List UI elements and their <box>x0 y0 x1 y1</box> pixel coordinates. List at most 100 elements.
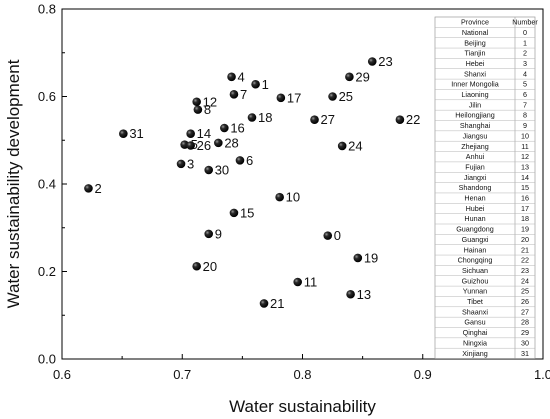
table-cell-number: 13 <box>521 162 529 171</box>
table-cell-province: Tianjin <box>465 49 486 58</box>
data-point-label: 28 <box>224 135 238 150</box>
table-header-number: Number <box>512 18 538 27</box>
data-point-label: 7 <box>240 87 247 102</box>
table-cell-province: Shanxi <box>464 69 486 78</box>
data-point-label: 10 <box>286 190 300 205</box>
data-point <box>119 129 128 138</box>
data-point <box>227 72 236 82</box>
data-point <box>346 289 355 299</box>
data-point <box>229 208 239 218</box>
table-cell-province: Jilin <box>469 100 481 109</box>
data-point-label: 24 <box>348 138 362 153</box>
data-point-label: 18 <box>258 110 272 125</box>
data-point <box>328 92 337 101</box>
table-cell-province: Shaanxi <box>462 307 488 316</box>
data-point-label: 1 <box>262 77 269 92</box>
data-point <box>214 138 223 148</box>
data-point-label: 8 <box>204 102 211 117</box>
data-point-label: 15 <box>240 205 254 220</box>
table-cell-number: 9 <box>523 121 527 130</box>
data-point <box>220 123 229 133</box>
x-tick-label: 1.0 <box>534 367 550 382</box>
table-cell-province: Gansu <box>464 318 485 327</box>
table-cell-number: 7 <box>523 100 527 109</box>
data-point-label: 17 <box>287 90 301 105</box>
y-axis-title: Water sustainability development <box>4 59 23 308</box>
y-tick-label: 0.2 <box>38 264 56 279</box>
table-cell-province: Jiangsu <box>463 131 488 140</box>
table-cell-province: National <box>462 28 489 37</box>
data-point-label: 27 <box>321 112 335 127</box>
data-point <box>176 159 186 169</box>
data-point-label: 23 <box>378 54 392 69</box>
data-point <box>251 79 260 89</box>
data-point <box>186 129 195 138</box>
table-cell-province: Guangdong <box>456 225 494 234</box>
data-point-label: 20 <box>203 259 217 274</box>
table-cell-number: 19 <box>521 225 529 234</box>
x-tick-label: 0.6 <box>53 367 71 382</box>
data-point-label: 22 <box>406 112 420 127</box>
table-cell-province: Guizhou <box>462 276 489 285</box>
table-cell-province: Sichuan <box>462 266 488 275</box>
x-tick-label: 0.8 <box>293 367 311 382</box>
table-cell-province: Yunnan <box>463 287 487 296</box>
table-cell-number: 3 <box>523 59 527 68</box>
data-point <box>204 229 214 239</box>
table-cell-number: 14 <box>521 173 529 182</box>
table-cell-province: Liaoning <box>461 90 488 99</box>
table-header-province: Province <box>461 18 489 27</box>
table-cell-number: 15 <box>521 183 529 192</box>
data-point <box>310 115 319 124</box>
table-frame <box>434 16 536 359</box>
data-point <box>345 72 354 82</box>
data-point-label: 6 <box>246 153 253 168</box>
table-cell-number: 23 <box>521 266 529 275</box>
table-cell-number: 18 <box>521 214 529 223</box>
y-tick-label: 0.4 <box>38 177 56 192</box>
data-point <box>395 115 405 124</box>
table-cell-number: 4 <box>523 69 527 78</box>
y-tick-label: 0.6 <box>38 89 56 104</box>
table-cell-province: Qinghai <box>463 328 488 337</box>
data-point <box>293 277 302 287</box>
table-cell-province: Hubei <box>466 204 485 213</box>
table-cell-number: 5 <box>523 80 527 89</box>
table-cell-number: 24 <box>521 276 529 285</box>
data-point-label: 30 <box>215 163 229 178</box>
data-point <box>229 90 239 99</box>
data-point <box>235 156 245 165</box>
table-cell-province: Ningxia <box>463 338 487 347</box>
table-cell-number: 11 <box>521 142 528 151</box>
data-point <box>186 141 195 150</box>
table-cell-number: 26 <box>521 297 529 306</box>
table-cell-number: 29 <box>521 328 529 337</box>
y-tick-label: 0.0 <box>38 352 56 367</box>
data-point-label: 0 <box>334 228 341 243</box>
data-point-label: 25 <box>339 89 353 104</box>
x-axis-title: Water sustainability <box>229 397 376 416</box>
table-cell-number: 31 <box>521 349 529 358</box>
data-point-label: 2 <box>94 181 101 196</box>
table-cell-number: 6 <box>523 90 527 99</box>
table-cell-number: 12 <box>521 152 529 161</box>
table-cell-number: 1 <box>523 38 527 47</box>
table-cell-province: Henan <box>464 194 485 203</box>
data-point-label: 16 <box>230 121 244 136</box>
data-point <box>259 299 269 308</box>
table-cell-number: 8 <box>523 111 527 120</box>
table-cell-province: Xinjiang <box>462 349 488 358</box>
data-point <box>192 97 201 107</box>
data-point-label: 9 <box>215 226 222 241</box>
table-cell-province: Hainan <box>464 245 487 254</box>
table-cell-number: 20 <box>521 235 529 244</box>
data-point <box>84 184 93 193</box>
table-cell-number: 30 <box>521 338 529 347</box>
data-point-label: 31 <box>129 126 143 141</box>
table-cell-province: Hunan <box>464 214 485 223</box>
y-tick-label: 0.8 <box>38 2 56 17</box>
x-tick-label: 0.7 <box>173 367 191 382</box>
data-point-label: 12 <box>203 94 217 109</box>
data-point-label: 11 <box>304 275 318 290</box>
